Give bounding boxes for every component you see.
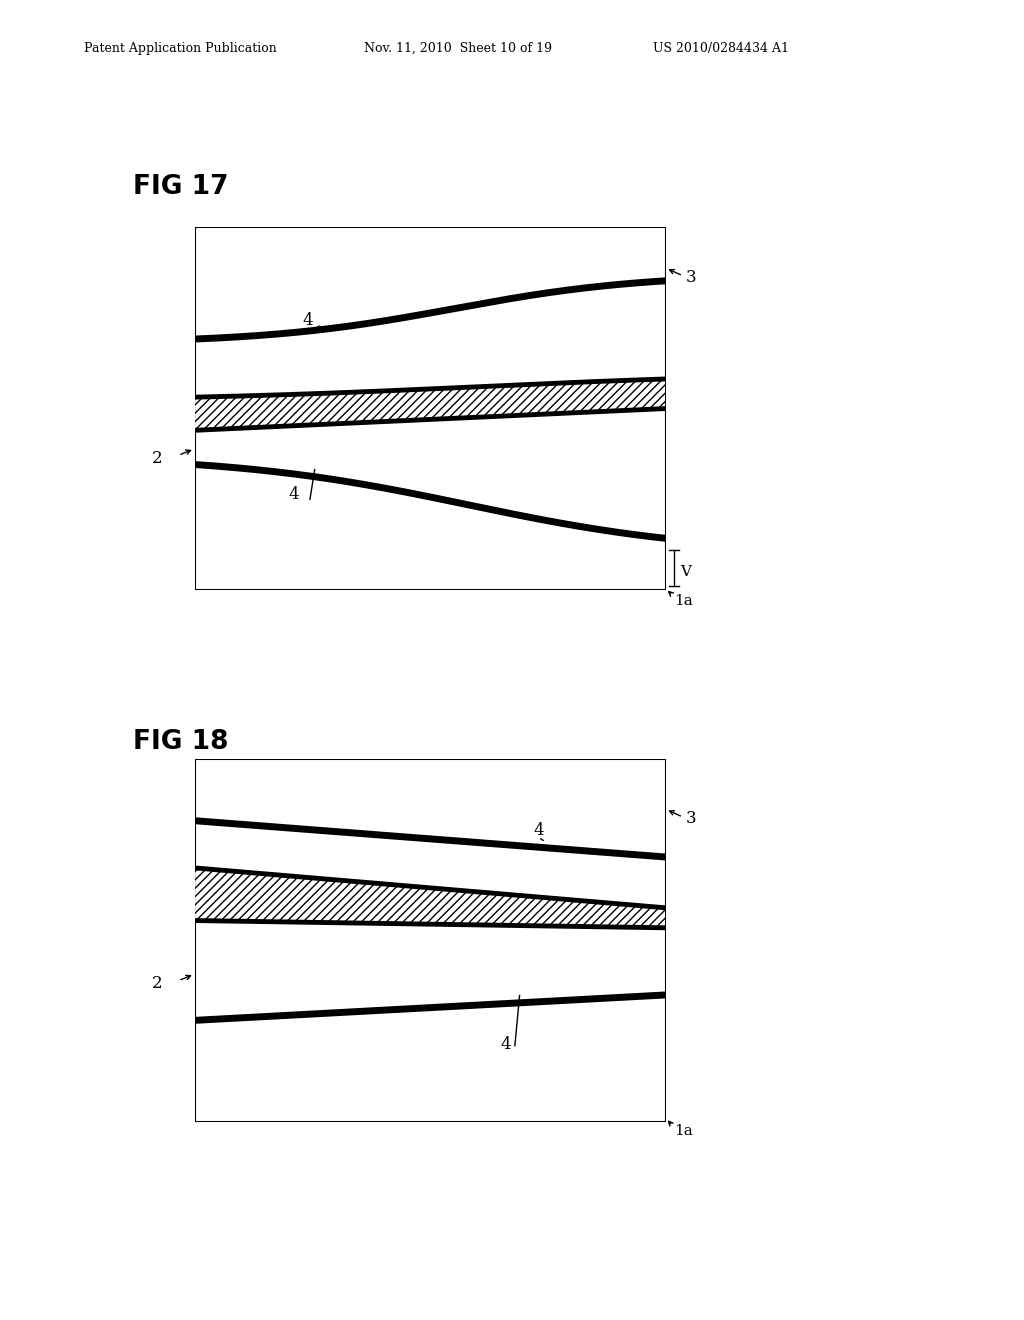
Text: 1a: 1a xyxy=(674,1125,692,1138)
Text: 2: 2 xyxy=(152,450,162,466)
Text: Nov. 11, 2010  Sheet 10 of 19: Nov. 11, 2010 Sheet 10 of 19 xyxy=(364,42,552,55)
Text: 4: 4 xyxy=(501,1036,511,1053)
Polygon shape xyxy=(195,379,666,430)
Text: V: V xyxy=(680,565,691,578)
FancyBboxPatch shape xyxy=(195,759,666,1122)
FancyBboxPatch shape xyxy=(195,227,666,590)
Text: 2: 2 xyxy=(152,975,162,991)
Text: Patent Application Publication: Patent Application Publication xyxy=(84,42,276,55)
Text: US 2010/0284434 A1: US 2010/0284434 A1 xyxy=(653,42,790,55)
Text: 1a: 1a xyxy=(674,594,692,607)
Text: 4: 4 xyxy=(303,312,313,329)
Polygon shape xyxy=(195,869,666,928)
Text: FIG 17: FIG 17 xyxy=(133,174,228,201)
Text: 3: 3 xyxy=(686,810,696,826)
Text: 4: 4 xyxy=(534,822,545,840)
Text: FIG 18: FIG 18 xyxy=(133,729,228,755)
Text: 3: 3 xyxy=(686,269,696,285)
Text: 4: 4 xyxy=(289,486,299,503)
